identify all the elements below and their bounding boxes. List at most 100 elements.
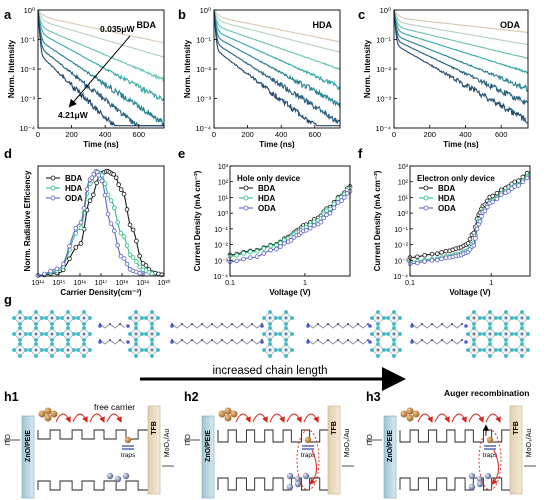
- halide-atom: [44, 316, 48, 320]
- series-marker-bda: [439, 250, 444, 255]
- carbon-atom: [421, 323, 423, 325]
- decay-series-4: [213, 9, 341, 91]
- series-marker-oda: [303, 227, 309, 233]
- halide-atom: [472, 338, 476, 342]
- halide-atom: [12, 332, 16, 336]
- top-contact-label: MoO₃/Au: [164, 429, 171, 458]
- metal-atom: [520, 316, 524, 320]
- y-axis-label: Current Density (mA cm⁻²): [193, 170, 202, 271]
- series-marker-bda: [116, 182, 121, 187]
- y-tick-label: 10⁰: [217, 210, 228, 218]
- carrier-ball: [44, 407, 52, 415]
- recombination-ellipse: [478, 429, 502, 491]
- halide-atom: [274, 348, 278, 352]
- hopping-arrow: [485, 413, 501, 423]
- metal-atom: [82, 332, 86, 336]
- metal-atom: [18, 332, 22, 336]
- series-marker-bda: [137, 253, 143, 259]
- halide-atom: [488, 338, 492, 342]
- halide-atom: [398, 348, 402, 352]
- carbon-atom: [241, 323, 243, 325]
- halide-atom: [290, 316, 294, 320]
- series-marker-oda: [89, 175, 95, 181]
- halide-atom: [44, 348, 48, 352]
- series-marker-oda: [490, 199, 495, 205]
- panel-label-h3: h3: [366, 390, 381, 404]
- metal-atom: [268, 316, 272, 320]
- halide-atom: [466, 332, 470, 336]
- halide-atom: [18, 338, 22, 342]
- x-axis-label: Time (ns): [443, 140, 479, 149]
- decay-series-2: [37, 9, 164, 58]
- halide-atom: [24, 316, 28, 320]
- y-tick-label: 10⁻³: [20, 95, 35, 104]
- chart-a-decay-bda: 10⁰ 10⁻¹ 10⁻² 10⁻³ 10⁻⁴0 200 400 600 Time (ns) No…: [7, 6, 165, 149]
- electron-ball: [476, 480, 484, 488]
- carbon-atom: [221, 323, 223, 325]
- carbon-atom: [461, 323, 463, 325]
- halide-atom: [134, 342, 138, 346]
- hopping-arrow: [235, 413, 251, 423]
- nitrogen-atom: [170, 340, 174, 344]
- legend-label-oda: ODA: [258, 204, 276, 213]
- carbon-atom: [431, 323, 433, 325]
- metal-atom: [268, 332, 272, 336]
- x-axis-label: Carrier Density(cm⁻³): [60, 288, 141, 297]
- halide-atom: [376, 326, 380, 330]
- metal-atom: [392, 348, 396, 352]
- halide-atom: [18, 354, 22, 358]
- hopping-arrow: [417, 413, 433, 423]
- electron-ball: [468, 483, 476, 491]
- decay-series-5: [213, 9, 341, 108]
- decay-series-6: [213, 9, 341, 125]
- y-tick-label: 10⁻⁴: [394, 274, 409, 281]
- y-tick-label: 10⁻⁴: [214, 274, 229, 281]
- series-marker-oda: [477, 219, 483, 224]
- halide-atom: [504, 354, 508, 358]
- carbon-atom: [201, 339, 203, 341]
- hopping-arrow: [252, 413, 268, 423]
- series-marker-oda: [241, 256, 246, 262]
- series-marker-oda: [516, 183, 521, 188]
- halide-atom: [88, 332, 92, 336]
- halide-atom: [478, 332, 482, 336]
- y-tick-label: 10⁻⁴: [375, 124, 391, 133]
- decay-series-3: [37, 9, 165, 82]
- nitrogen-atom: [306, 324, 310, 328]
- carbon-atom: [221, 339, 223, 341]
- halide-atom: [284, 310, 288, 314]
- halide-atom: [150, 322, 154, 326]
- series-marker-oda: [247, 255, 253, 260]
- halide-atom: [34, 338, 38, 342]
- halide-atom: [262, 316, 266, 320]
- carbon-atom: [441, 323, 443, 325]
- series-marker-oda: [278, 244, 283, 249]
- metal-atom: [488, 332, 492, 336]
- metal-atom: [34, 316, 38, 320]
- series-marker-bda: [111, 172, 116, 177]
- halide-atom: [284, 338, 288, 342]
- chain-length-arrow: increased chain length: [140, 365, 406, 391]
- decay-series-1: [393, 9, 528, 33]
- series-marker-bda: [67, 256, 72, 262]
- legend-label-bda: BDA: [258, 184, 276, 193]
- carrier-ball: [412, 410, 420, 418]
- halide-atom: [156, 316, 160, 320]
- hopping-arrow: [55, 413, 71, 423]
- x-tick-label: 10¹⁵: [52, 280, 65, 287]
- halide-atom: [268, 310, 272, 314]
- sample-label: HDA: [313, 20, 333, 30]
- metal-atom: [504, 348, 508, 352]
- electron-ball: [294, 480, 302, 488]
- metal-atom: [392, 332, 396, 336]
- y-tick-label: 10⁰: [380, 6, 391, 15]
- halide-atom: [382, 316, 386, 320]
- halide-atom: [494, 332, 498, 336]
- x-tick-label: 1: [303, 280, 307, 287]
- panel-label-b: b: [178, 7, 186, 22]
- series-marker-bda: [78, 241, 84, 246]
- carbon-atom: [367, 323, 369, 325]
- halide-atom: [150, 342, 154, 346]
- chart-f-electron-only: 10³ 10² 10¹ 10⁰ 10⁻¹ 10⁻² 10⁻³ 10⁻⁴0.1 1Voltage …: [373, 164, 531, 297]
- halide-atom: [140, 332, 144, 336]
